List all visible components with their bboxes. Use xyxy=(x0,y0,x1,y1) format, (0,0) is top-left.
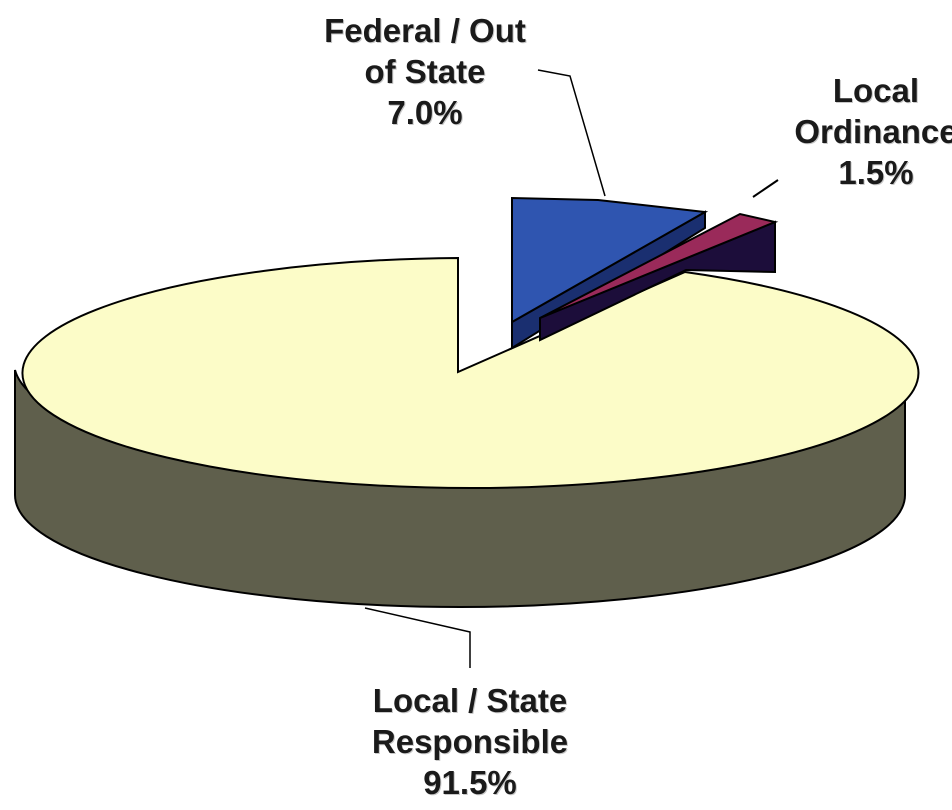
leader-line-ordinance xyxy=(752,179,779,198)
slice-federal-top xyxy=(511,196,709,324)
state-name-line-1: Local / State xyxy=(372,682,568,719)
federal-name-line-2: of State xyxy=(364,53,486,90)
federal-value: 7.0% xyxy=(387,94,463,131)
state-value: 91.5% xyxy=(423,764,517,801)
leader-line-federal xyxy=(537,69,606,197)
slice-label-ordinance: Local Ordinance 1.5% xyxy=(786,70,952,193)
slice-local-state-top xyxy=(21,256,920,489)
slice-local-ordinance xyxy=(539,212,779,342)
state-name-line-2: Responsible xyxy=(371,723,569,760)
ordinance-name-line-2: Ordinance xyxy=(794,113,952,150)
slice-label-local-state: Local / State Responsible 91.5% xyxy=(320,680,620,803)
ordinance-value: 1.5% xyxy=(838,154,914,191)
slice-local-state-responsible xyxy=(14,256,920,608)
slice-ordinance-top xyxy=(539,212,779,319)
federal-name-line-1: Federal / Out xyxy=(324,12,526,49)
leader-line-state xyxy=(364,607,471,668)
ordinance-name-line-1: Local xyxy=(832,72,920,109)
slice-label-federal: Federal / Out of State 7.0% xyxy=(300,10,550,133)
